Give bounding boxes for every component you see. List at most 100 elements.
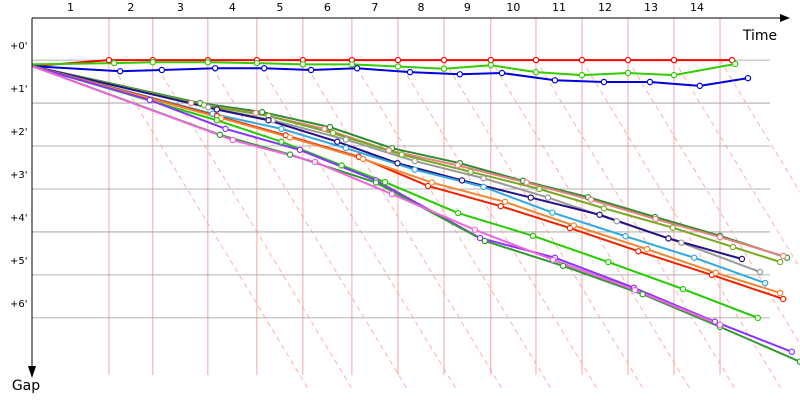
point [146, 96, 154, 104]
point [216, 131, 224, 139]
plot [31, 56, 800, 365]
series-line [31, 65, 743, 260]
point [394, 56, 402, 64]
point [278, 125, 285, 133]
point [696, 82, 704, 90]
point [652, 215, 659, 223]
point [258, 108, 266, 116]
point [665, 235, 672, 242]
point [353, 65, 361, 72]
series-line [31, 65, 781, 294]
point [679, 285, 687, 293]
point [149, 59, 157, 66]
point [529, 232, 537, 240]
lap-diagonal [719, 59, 800, 193]
series-line [31, 65, 759, 319]
point [744, 74, 752, 82]
point [116, 68, 124, 75]
point [229, 136, 237, 144]
point [307, 66, 315, 74]
point [394, 160, 401, 167]
point [454, 162, 461, 169]
lap-label: 9 [464, 1, 471, 14]
point [278, 138, 285, 145]
point [777, 289, 784, 297]
lap-label: 10 [506, 1, 520, 14]
point [211, 65, 219, 72]
point [398, 151, 406, 158]
lap-diagonal [351, 59, 553, 391]
point [731, 60, 739, 68]
point [476, 234, 484, 242]
x-axis-arrow [780, 14, 790, 22]
point [501, 198, 509, 206]
point [440, 56, 448, 64]
point [691, 254, 698, 261]
point [326, 123, 334, 131]
point [624, 69, 632, 77]
point [458, 177, 466, 184]
lap-label: 3 [177, 1, 184, 14]
point [523, 179, 530, 186]
point [428, 179, 436, 186]
point [213, 106, 221, 113]
point [467, 168, 474, 175]
point [487, 56, 495, 64]
point [342, 144, 350, 152]
point [532, 56, 540, 64]
point [669, 224, 676, 231]
series-line [31, 65, 721, 326]
y-axis-label: Gap [12, 378, 40, 394]
point [635, 248, 642, 255]
point [205, 104, 212, 111]
y-tick-label: +5' [10, 256, 28, 267]
point [359, 155, 367, 163]
point [605, 258, 612, 266]
point [497, 202, 504, 210]
point [286, 151, 294, 158]
lap-label: 6 [324, 1, 331, 14]
point [286, 134, 294, 141]
lap-label: 14 [690, 1, 704, 14]
point [796, 358, 800, 365]
y-tick-label: +4' [10, 213, 28, 224]
point [296, 146, 304, 154]
lap-label: 7 [371, 1, 378, 14]
point [253, 59, 261, 67]
point [381, 178, 389, 186]
point [498, 69, 506, 77]
point [394, 63, 402, 70]
point [481, 237, 489, 245]
point [761, 279, 769, 287]
point [596, 211, 603, 218]
point [321, 125, 328, 133]
point [487, 62, 495, 69]
point [187, 99, 195, 107]
point [299, 61, 307, 68]
series-line [31, 65, 766, 285]
point [329, 129, 337, 137]
point [549, 256, 557, 264]
point [551, 77, 559, 84]
y-tick-label: +0' [10, 41, 28, 52]
y-tick-label: +6' [10, 299, 28, 310]
point [716, 321, 724, 328]
point [265, 117, 272, 124]
point [716, 233, 724, 241]
point [527, 194, 535, 201]
point [780, 252, 787, 260]
lap-label: 8 [417, 1, 424, 14]
point [454, 209, 462, 217]
lap-diagonal [302, 59, 504, 391]
point [756, 268, 764, 276]
point [631, 286, 639, 294]
point [261, 65, 268, 72]
point [738, 255, 746, 263]
point [440, 65, 448, 72]
point [158, 66, 166, 74]
point [411, 166, 418, 173]
point [711, 318, 719, 325]
point [411, 157, 418, 165]
point [624, 56, 632, 64]
lap-label: 11 [552, 1, 566, 14]
